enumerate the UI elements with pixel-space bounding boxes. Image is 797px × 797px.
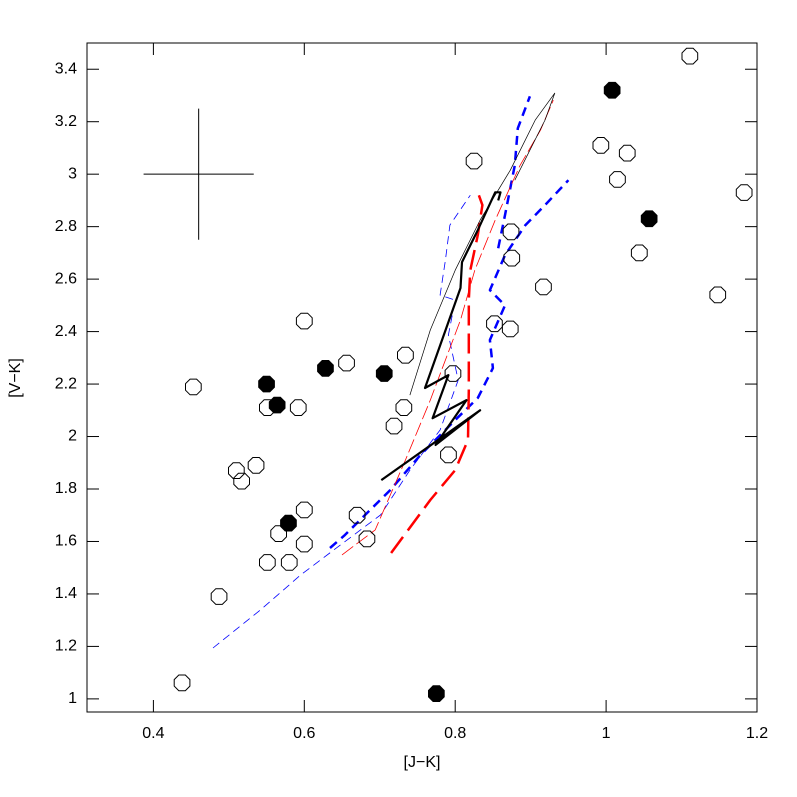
open-point bbox=[681, 47, 699, 65]
open-point bbox=[233, 472, 250, 490]
open-point bbox=[295, 501, 313, 519]
open-point bbox=[173, 674, 191, 692]
open-point bbox=[259, 554, 276, 571]
y-tick-label: 2.4 bbox=[55, 323, 77, 340]
y-tick-label: 2 bbox=[68, 428, 77, 445]
filled-point bbox=[375, 365, 393, 382]
open-point bbox=[395, 399, 413, 416]
open-point bbox=[535, 278, 552, 296]
y-tick-label: 1.2 bbox=[55, 638, 77, 655]
y-tick-label: 2.6 bbox=[55, 270, 77, 287]
x-axis-label: [J−K] bbox=[404, 754, 441, 771]
filled-point bbox=[640, 210, 658, 228]
y-tick-label: 1.4 bbox=[55, 585, 77, 602]
open-point bbox=[348, 506, 366, 524]
open-point bbox=[502, 223, 520, 241]
track-line bbox=[409, 92, 556, 396]
track-line bbox=[329, 179, 570, 549]
filled-point bbox=[268, 396, 286, 414]
x-tick-label: 1.2 bbox=[746, 725, 768, 742]
y-tick-label: 1.8 bbox=[55, 480, 77, 497]
open-point bbox=[735, 184, 753, 201]
y-tick-label: 1 bbox=[68, 690, 77, 707]
open-point bbox=[295, 535, 313, 553]
filled-point bbox=[258, 375, 275, 393]
open-point bbox=[618, 144, 636, 162]
track-line bbox=[390, 191, 484, 554]
x-tick-label: 0.6 bbox=[293, 725, 315, 742]
open-point bbox=[609, 171, 626, 188]
y-axis-label: [V−K] bbox=[7, 358, 24, 398]
filled-point bbox=[317, 360, 334, 377]
track-line bbox=[341, 100, 554, 556]
open-point bbox=[709, 286, 727, 304]
open-point bbox=[247, 457, 265, 474]
y-tick-label: 3.4 bbox=[55, 60, 77, 77]
open-point bbox=[280, 554, 298, 571]
open-point bbox=[397, 346, 414, 364]
open-point bbox=[501, 320, 519, 338]
open-point bbox=[338, 354, 355, 372]
filled-point bbox=[280, 514, 297, 532]
open-point bbox=[592, 137, 610, 154]
filled-point bbox=[428, 685, 445, 702]
y-tick-label: 2.8 bbox=[55, 218, 77, 235]
open-point bbox=[503, 249, 521, 267]
y-tick-label: 3.2 bbox=[55, 113, 77, 130]
y-tick-label: 3 bbox=[68, 165, 77, 182]
open-point bbox=[228, 462, 245, 479]
open-point bbox=[465, 152, 483, 170]
x-tick-label: 1 bbox=[602, 725, 611, 742]
track-line bbox=[212, 194, 471, 649]
open-point bbox=[630, 244, 648, 262]
x-tick-label: 0.8 bbox=[444, 725, 466, 742]
open-point bbox=[295, 312, 313, 330]
open-point bbox=[486, 315, 503, 333]
open-point bbox=[444, 365, 462, 382]
open-point bbox=[358, 530, 376, 548]
plot-frame bbox=[86, 42, 758, 713]
track-line bbox=[496, 95, 532, 249]
track-line bbox=[380, 191, 502, 481]
open-point bbox=[440, 446, 457, 464]
open-point bbox=[289, 399, 307, 416]
open-point bbox=[185, 378, 202, 396]
x-tick-label: 0.4 bbox=[142, 725, 164, 742]
y-tick-label: 1.6 bbox=[55, 533, 77, 550]
open-point bbox=[385, 417, 403, 435]
y-tick-label: 2.2 bbox=[55, 375, 77, 392]
open-point bbox=[210, 588, 228, 605]
filled-point bbox=[603, 81, 621, 99]
